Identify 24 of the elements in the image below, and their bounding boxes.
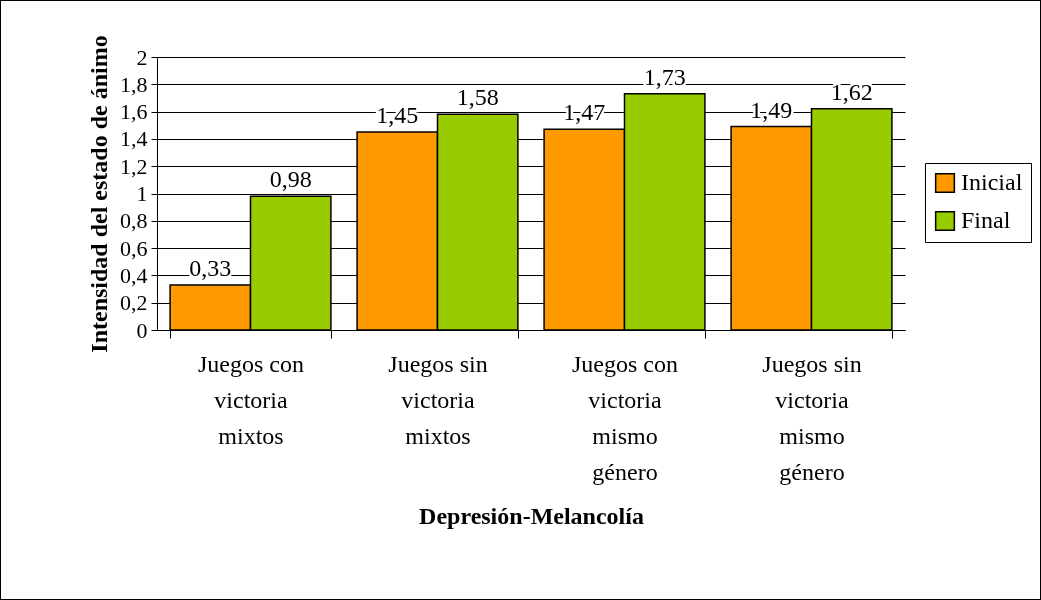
y-tick-label: 1,2 [120,153,148,179]
legend-label: Final [961,207,1011,233]
x-tick-label: Juegos con victoria mismo género [572,350,678,485]
data-label: 0,98 [269,166,312,193]
data-label: 0,33 [189,254,232,281]
x-axis-title: Depresión-Melancolía [419,502,644,529]
data-label: 1,58 [456,84,499,111]
y-tick-label: 0 [136,317,148,343]
x-tick-label: Juegos sin victoria mismo género [762,350,862,485]
y-tick-label: 0,4 [120,262,148,288]
y-tick-label: 2 [136,44,148,70]
y-tick-label: 0,6 [120,235,148,261]
data-label: 1,73 [643,63,686,90]
y-tick-label: 1 [136,181,148,206]
data-label: 1,62 [830,78,873,105]
y-tick-label: 1,6 [120,99,148,125]
y-tick-label: 1,8 [120,71,148,97]
legend-label: Inicial [961,169,1023,195]
y-tick-label: 0,8 [120,208,148,234]
y-tick-label: 1,4 [120,126,148,152]
y-tick-label: 0,2 [120,290,148,316]
x-tick-label: Juegos con victoria mixtos [198,350,304,449]
y-axis-title: Intensidad del estado de ánimo [86,35,112,353]
x-tick-label: Juegos sin victoria mixtos [388,350,488,449]
